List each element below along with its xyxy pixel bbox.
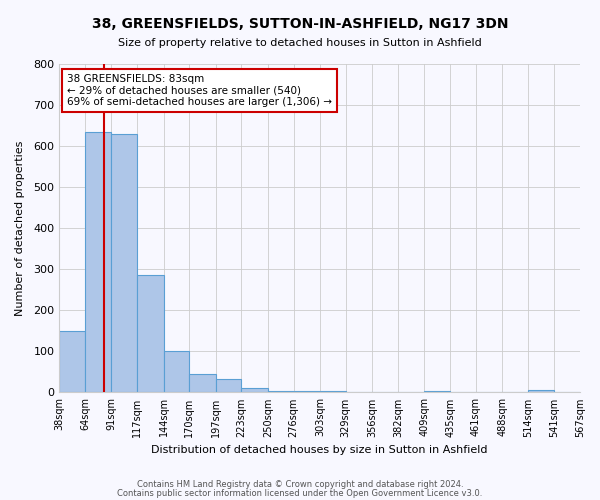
Bar — [528, 390, 554, 392]
Text: Contains HM Land Registry data © Crown copyright and database right 2024.: Contains HM Land Registry data © Crown c… — [137, 480, 463, 489]
Bar — [424, 391, 450, 392]
Bar — [216, 380, 241, 392]
Bar — [85, 132, 112, 392]
Bar — [164, 352, 189, 393]
Bar — [320, 391, 346, 392]
Bar — [137, 274, 164, 392]
Bar — [293, 391, 320, 392]
Bar — [112, 134, 137, 392]
Text: Contains public sector information licensed under the Open Government Licence v3: Contains public sector information licen… — [118, 489, 482, 498]
Bar — [59, 331, 85, 392]
X-axis label: Distribution of detached houses by size in Sutton in Ashfield: Distribution of detached houses by size … — [151, 445, 488, 455]
Text: 38, GREENSFIELDS, SUTTON-IN-ASHFIELD, NG17 3DN: 38, GREENSFIELDS, SUTTON-IN-ASHFIELD, NG… — [92, 18, 508, 32]
Bar — [189, 374, 216, 392]
Text: Size of property relative to detached houses in Sutton in Ashfield: Size of property relative to detached ho… — [118, 38, 482, 48]
Y-axis label: Number of detached properties: Number of detached properties — [15, 140, 25, 316]
Bar — [268, 391, 293, 392]
Bar — [241, 388, 268, 392]
Text: 38 GREENSFIELDS: 83sqm
← 29% of detached houses are smaller (540)
69% of semi-de: 38 GREENSFIELDS: 83sqm ← 29% of detached… — [67, 74, 332, 107]
